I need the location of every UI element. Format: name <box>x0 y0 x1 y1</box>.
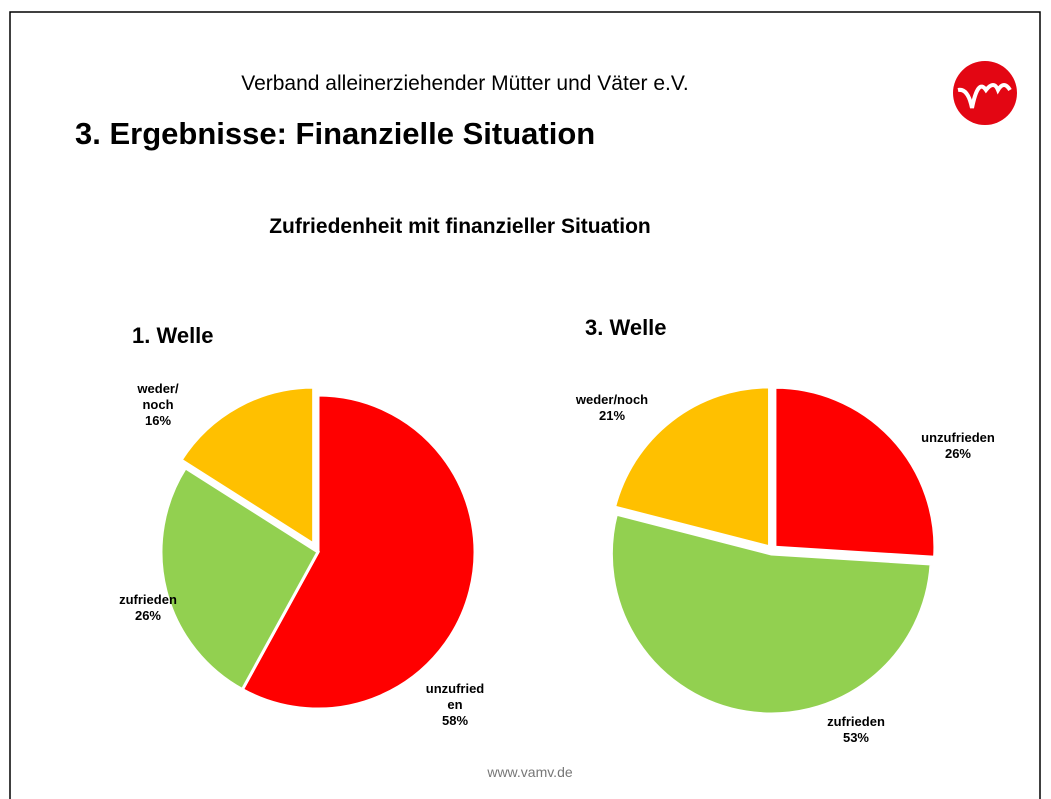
category-label: weder/ noch <box>137 381 179 412</box>
logo <box>953 61 1017 125</box>
value-label: 58% <box>441 713 469 728</box>
pie-slice <box>240 393 477 711</box>
pie-slice <box>609 512 933 716</box>
pie-slice <box>159 465 320 692</box>
category-label: zufrieden <box>119 592 177 607</box>
chart-title: 1. Welle <box>132 323 214 348</box>
value-label: 26% <box>134 608 162 623</box>
slice-label: weder/ noch 16% <box>137 381 178 429</box>
pie-slice <box>179 385 316 547</box>
slide-title: 3. Ergebnisse: Finanzielle Situation <box>75 116 596 151</box>
slice-label: zufrieden 53% <box>827 714 885 746</box>
slice-label: unzufrieden 26% <box>921 430 995 462</box>
slide-frame <box>9 11 1041 799</box>
value-label: 16% <box>144 413 172 428</box>
category-label: unzufrieden <box>921 430 995 445</box>
heading: Zufriedenheit mit finanzieller Situation <box>269 215 651 238</box>
slice-label: weder/noch 21% <box>576 392 648 424</box>
value-label: 21% <box>598 408 626 423</box>
slice-label: unzufried en 58% <box>426 681 485 729</box>
category-label: unzufried en <box>425 681 485 712</box>
footer: www.vamv.de <box>487 764 573 780</box>
pie-slice <box>612 385 772 549</box>
value-label: 26% <box>944 446 972 461</box>
value-label: 53% <box>842 730 870 745</box>
category-label: weder/noch <box>575 392 649 407</box>
pie-slice <box>773 385 937 559</box>
organization: Verband alleinerziehender Mütter und Vät… <box>241 72 689 95</box>
chart-title: 3. Welle <box>585 315 667 340</box>
slice-label: zufrieden 26% <box>119 592 177 624</box>
category-label: zufrieden <box>827 714 885 729</box>
